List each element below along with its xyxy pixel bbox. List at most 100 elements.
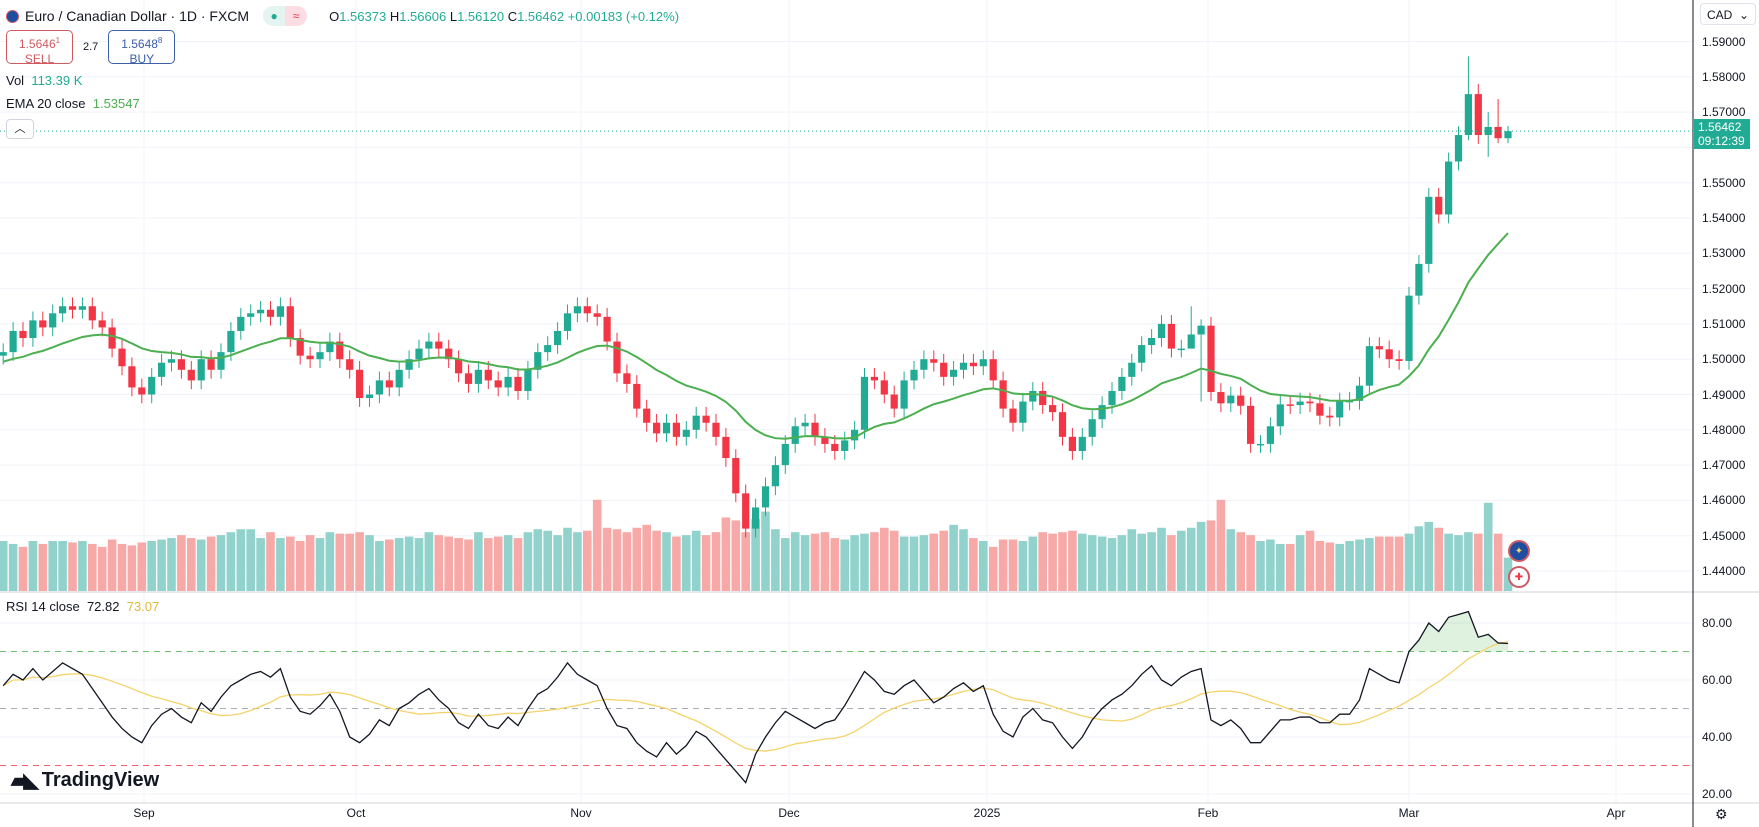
price-tick-label: 1.54000	[1702, 211, 1746, 225]
candle-up	[474, 369, 482, 384]
volume-bar	[503, 535, 513, 591]
volume-bar	[1434, 527, 1443, 591]
delayed-data-icon: ≈	[285, 6, 308, 26]
currency-dropdown[interactable]: CAD ⌄	[1700, 3, 1756, 25]
volume-bar	[48, 541, 57, 591]
candle-up	[1098, 405, 1106, 420]
sell-button[interactable]: 1.56461 SELL	[6, 30, 73, 66]
volume-bar	[741, 532, 750, 591]
volume-bar	[642, 524, 651, 591]
candle-up	[375, 380, 383, 395]
candle-down	[68, 306, 77, 310]
volume-bar	[1276, 543, 1285, 591]
candle-down	[1375, 346, 1383, 350]
candle-down	[1207, 325, 1215, 393]
candle-up	[1296, 401, 1304, 406]
candle-down	[306, 355, 314, 360]
volume-bar	[1048, 533, 1057, 591]
volume-bar	[1127, 529, 1137, 591]
candle-down	[177, 359, 185, 370]
volume-bar	[464, 539, 473, 591]
candle-down	[296, 338, 304, 356]
candle-down	[88, 306, 96, 321]
buy-button[interactable]: 1.56488 BUY	[108, 30, 176, 66]
ema-legend[interactable]: EMA 20 close 1.53547	[6, 96, 140, 111]
candle-down	[118, 348, 126, 367]
current-price-label: 1.56462 09:12:39	[1694, 119, 1750, 149]
volume-bar	[107, 539, 117, 591]
rsi-tick-label: 60.00	[1702, 673, 1733, 687]
volume-bar	[909, 536, 919, 591]
candle-up	[148, 376, 156, 395]
candle-up	[9, 330, 17, 353]
volume-bar	[820, 532, 830, 591]
candle-down	[1167, 323, 1175, 349]
price-tick-label: 1.50000	[1702, 352, 1746, 367]
candle-up	[1365, 346, 1373, 386]
volume-bar	[1305, 530, 1315, 591]
volume-bar	[1335, 543, 1344, 591]
candle-down	[1286, 404, 1294, 406]
candle-up	[1197, 325, 1205, 335]
candle-up	[900, 380, 908, 409]
volume-bar	[543, 530, 552, 591]
candle-up	[1504, 131, 1512, 139]
candle-up	[860, 376, 869, 430]
volume-bar	[652, 530, 661, 591]
price-tick-label: 1.51000	[1702, 316, 1746, 331]
canada-event-flag-icon[interactable]: ✚	[1508, 566, 1530, 588]
volume-bar	[1117, 535, 1127, 591]
candle-down	[455, 359, 463, 374]
market-open-dot-icon: ●	[263, 6, 286, 26]
candle-up	[1425, 196, 1433, 264]
trade-buttons: 1.56461 SELL 2.7 1.56488 BUY	[6, 30, 176, 66]
volume-bar	[662, 532, 671, 591]
price-tick-label: 1.47000	[1702, 458, 1746, 473]
candle-up	[415, 348, 423, 360]
eu-flag-icon	[6, 9, 19, 23]
volume-bar	[1444, 533, 1453, 591]
volume-legend[interactable]: Vol 113.39 K	[6, 73, 83, 88]
volume-bar	[1483, 502, 1493, 591]
volume-bar	[1206, 520, 1216, 591]
candle-up	[979, 359, 987, 367]
volume-bar	[592, 499, 602, 591]
rsi-overbought-fill	[3, 611, 1509, 652]
volume-bar	[998, 539, 1008, 591]
candle-down	[108, 327, 116, 349]
tradingview-logo[interactable]: ▰◣ TradingView	[11, 769, 160, 792]
candle-down	[969, 362, 977, 367]
eu-event-flag-icon[interactable]: ✦	[1508, 540, 1530, 562]
candle-up	[1276, 404, 1284, 427]
candle-up	[1415, 263, 1423, 296]
volume-bar	[414, 538, 424, 591]
settings-gear-icon[interactable]: ⚙	[1715, 806, 1728, 822]
volume-bar	[553, 535, 562, 591]
candle-up	[29, 320, 37, 339]
volume-bar	[97, 546, 107, 591]
rsi-legend[interactable]: RSI 14 close 72.82 73.07	[6, 599, 160, 614]
volume-bar	[1097, 536, 1107, 591]
volume-bar	[1186, 527, 1196, 591]
candle-down	[356, 369, 364, 399]
volume-bar	[1157, 527, 1166, 591]
candle-up	[841, 440, 849, 451]
candle-down	[1039, 390, 1047, 406]
volume-bar	[1058, 532, 1067, 591]
market-status[interactable]: ● ≈	[263, 6, 308, 26]
volume-bar	[1226, 529, 1236, 591]
volume-bar	[286, 536, 295, 591]
volume-bar	[979, 541, 988, 591]
volume-bar	[1078, 533, 1087, 591]
rsi-tick-label: 80.00	[1702, 616, 1733, 630]
volume-bar	[1068, 530, 1077, 591]
volume-bar	[1196, 521, 1206, 591]
volume-bar	[1147, 532, 1156, 591]
collapse-legend-button[interactable]: ︿	[6, 119, 34, 139]
symbol-title[interactable]: Euro / Canadian Dollar · 1D · FXCM	[25, 8, 250, 24]
candle-down	[138, 387, 146, 395]
candle-up	[1078, 436, 1086, 451]
candle-up	[563, 313, 572, 331]
candle-up	[781, 443, 789, 466]
